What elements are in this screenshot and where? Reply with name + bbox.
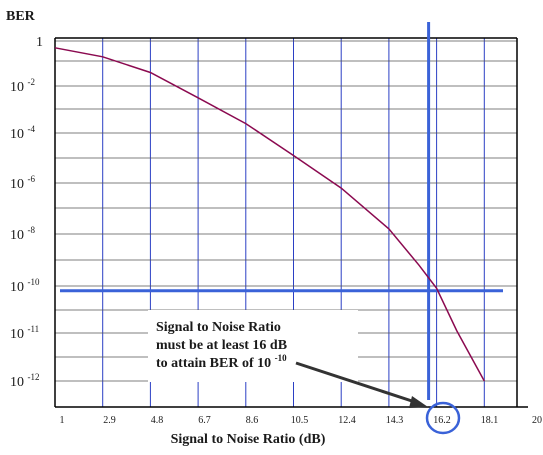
- highlight: [425, 401, 461, 435]
- y-tick-label: 10 -2: [10, 77, 35, 95]
- annotation-line: to attain BER of 10 -10: [156, 353, 287, 371]
- x-tick-labels: 1 2.9 4.8 6.7 8.6 10.5 12.4 14.3 16.2 18.1 20: [60, 415, 543, 426]
- x-tick-label: 1: [60, 415, 65, 426]
- y-tick-label: 10 -10: [10, 277, 40, 295]
- y-tick-label: 1: [36, 35, 43, 50]
- y-axis-title: BER: [6, 9, 36, 24]
- x-tick-label: 6.7: [198, 415, 211, 426]
- x-tick-label: 10.5: [291, 415, 309, 426]
- y-tick-label: 10 -11: [10, 324, 39, 342]
- x-axis-title: Signal to Noise Ratio (dB): [171, 432, 326, 447]
- grid-lines: [55, 38, 517, 407]
- annotation-line: Signal to Noise Ratio: [156, 320, 281, 335]
- reference-lines: [60, 22, 503, 400]
- ber-curve: [54, 47, 485, 382]
- annotation: Signal to Noise Ratio must be at least 16…: [148, 310, 428, 408]
- annotation-arrow-head: [409, 396, 428, 408]
- x-tick-label: 20: [532, 415, 542, 426]
- annotation-arrow-shaft: [295, 361, 419, 405]
- x-tick-label: 8.6: [246, 415, 259, 426]
- annotation-line: must be at least 16 dB: [156, 338, 287, 353]
- y-tick-label: 10 -12: [10, 372, 40, 390]
- x-tick-label: 12.4: [338, 415, 356, 426]
- y-tick-labels: 1 10 -2 10 -4 10 -6 10 -8 10 -10 10 -11 10 -12: [10, 35, 43, 390]
- x-tick-label: 4.8: [151, 415, 164, 426]
- x-tick-label: 16.2: [433, 415, 451, 426]
- x-tick-label: 18.1: [481, 415, 499, 426]
- y-tick-label: 10 -8: [10, 225, 35, 243]
- annotation-box: [148, 310, 358, 382]
- x-tick-label: 14.3: [386, 415, 404, 426]
- y-tick-label: 10 -6: [10, 174, 35, 192]
- y-tick-label: 10 -4: [10, 124, 35, 142]
- x-tick-label: 2.9: [103, 415, 116, 426]
- highlight-circle: [425, 401, 461, 435]
- plot-frame: [54, 37, 528, 408]
